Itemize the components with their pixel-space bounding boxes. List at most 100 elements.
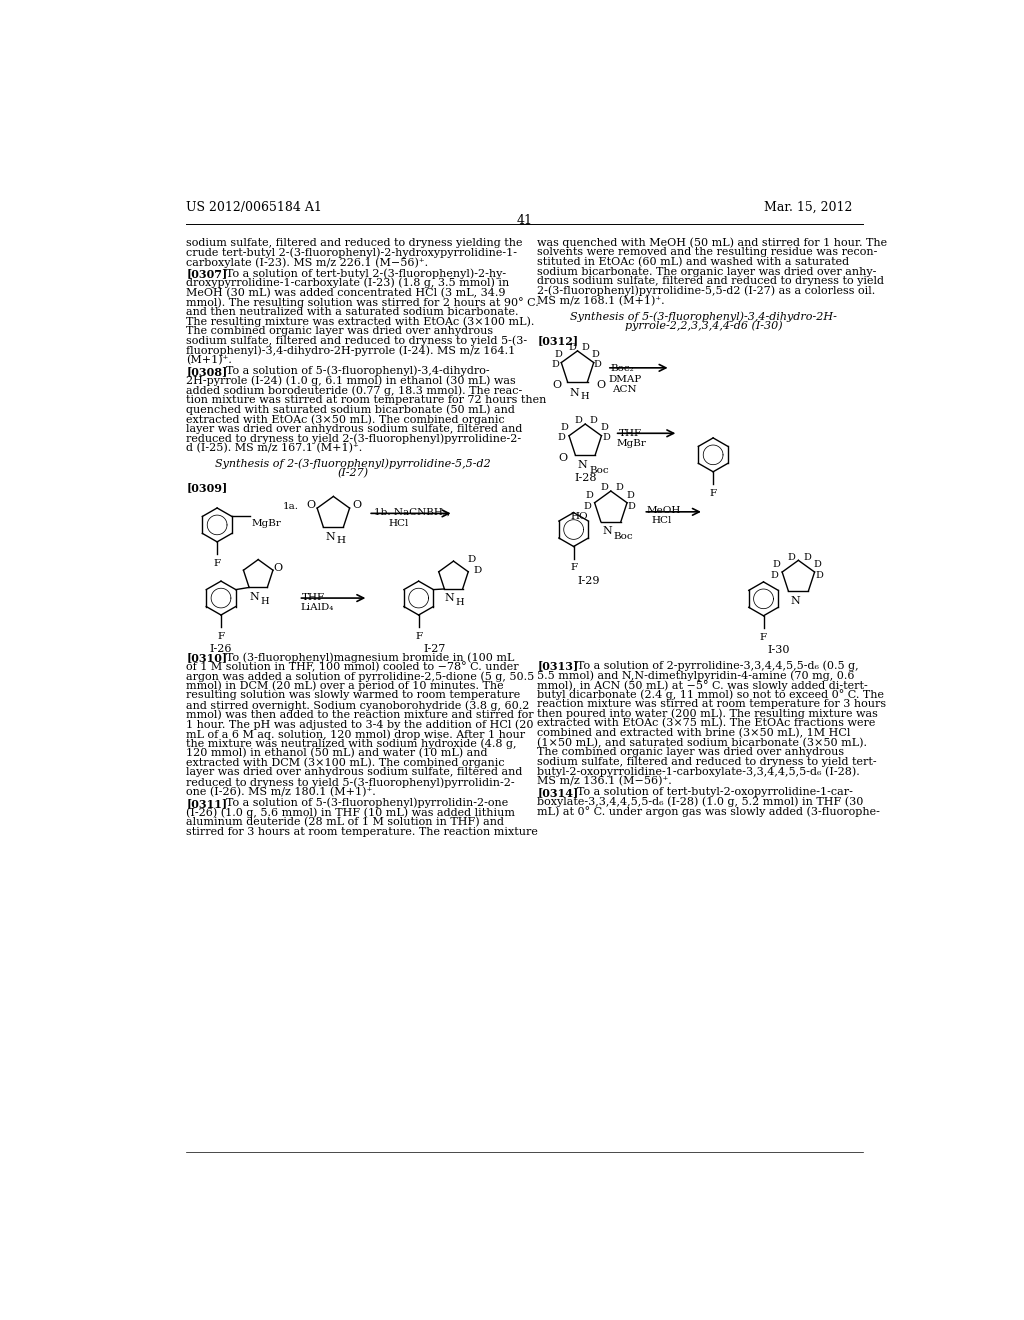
- Text: The combined organic layer was dried over anhydrous: The combined organic layer was dried ove…: [186, 326, 494, 335]
- Text: D: D: [601, 424, 608, 432]
- Text: butyl dicarbonate (2.4 g, 11 mmol) so not to exceed 0° C. The: butyl dicarbonate (2.4 g, 11 mmol) so no…: [538, 689, 884, 700]
- Text: [0311]: [0311]: [186, 797, 227, 809]
- Text: tion mixture was stirred at room temperature for 72 hours then: tion mixture was stirred at room tempera…: [186, 395, 547, 405]
- Text: N: N: [603, 527, 612, 536]
- Text: H: H: [337, 536, 345, 545]
- Text: (1×50 mL), and saturated sodium bicarbonate (3×50 mL).: (1×50 mL), and saturated sodium bicarbon…: [538, 738, 867, 748]
- Text: and then neutralized with a saturated sodium bicarbonate.: and then neutralized with a saturated so…: [186, 306, 518, 317]
- Text: F: F: [214, 558, 221, 568]
- Text: D: D: [560, 424, 568, 432]
- Text: and stirred overnight. Sodium cyanoborohydride (3.8 g, 60.2: and stirred overnight. Sodium cyanoboroh…: [186, 700, 529, 710]
- Text: (I-26) (1.0 g, 5.6 mmol) in THF (10 mL) was added lithium: (I-26) (1.0 g, 5.6 mmol) in THF (10 mL) …: [186, 808, 515, 818]
- Text: To a solution of 5-(3-fluorophenyl)pyrrolidin-2-one: To a solution of 5-(3-fluorophenyl)pyrro…: [219, 797, 508, 808]
- Text: D: D: [586, 491, 593, 500]
- Text: F: F: [217, 632, 224, 642]
- Text: crude tert-butyl 2-(3-fluorophenyl)-2-hydroxypyrrolidine-1-: crude tert-butyl 2-(3-fluorophenyl)-2-hy…: [186, 247, 517, 257]
- Text: aluminum deuteride (28 mL of 1 M solution in THF) and: aluminum deuteride (28 mL of 1 M solutio…: [186, 817, 504, 828]
- Text: D: D: [773, 561, 780, 569]
- Text: sodium bicarbonate. The organic layer was dried over anhy-: sodium bicarbonate. The organic layer wa…: [538, 267, 877, 277]
- Text: HO: HO: [570, 512, 588, 521]
- Text: carboxylate (I-23). MS m/z 226.1 (M−56)⁺.: carboxylate (I-23). MS m/z 226.1 (M−56)⁺…: [186, 257, 428, 268]
- Text: MeOH: MeOH: [646, 507, 681, 515]
- Text: D: D: [770, 572, 778, 579]
- Text: HCl: HCl: [388, 519, 409, 528]
- Text: layer was dried over anhydrous sodium sulfate, filtered and: layer was dried over anhydrous sodium su…: [186, 767, 522, 777]
- Text: resulting solution was slowly warmed to room temperature: resulting solution was slowly warmed to …: [186, 690, 520, 701]
- Text: 2-(3-fluorophenyl)pyrrolidine-5,5-d2 (I-27) as a colorless oil.: 2-(3-fluorophenyl)pyrrolidine-5,5-d2 (I-…: [538, 286, 876, 297]
- Text: droxypyrrolidine-1-carboxylate (I-23) (1.8 g, 3.5 mmol) in: droxypyrrolidine-1-carboxylate (I-23) (1…: [186, 277, 509, 288]
- Text: LiAlD₄: LiAlD₄: [300, 603, 334, 612]
- Text: N: N: [444, 594, 455, 603]
- Text: Boc: Boc: [614, 532, 634, 541]
- Text: I-27: I-27: [423, 644, 445, 655]
- Text: then poured into water (200 mL). The resulting mixture was: then poured into water (200 mL). The res…: [538, 709, 878, 719]
- Text: 2H-pyrrole (I-24) (1.0 g, 6.1 mmol) in ethanol (30 mL) was: 2H-pyrrole (I-24) (1.0 g, 6.1 mmol) in e…: [186, 376, 516, 387]
- Text: sodium sulfate, filtered and reduced to dryness to yield 5-(3-: sodium sulfate, filtered and reduced to …: [186, 335, 527, 346]
- Text: D: D: [815, 572, 823, 579]
- Text: 41: 41: [517, 214, 532, 227]
- Text: (M+1)⁺.: (M+1)⁺.: [186, 355, 232, 366]
- Text: Synthesis of 5-(3-fluorophenyl)-3,4-dihydro-2H-: Synthesis of 5-(3-fluorophenyl)-3,4-dihy…: [570, 312, 838, 322]
- Text: THF: THF: [618, 429, 642, 438]
- Text: H: H: [581, 392, 589, 401]
- Text: D: D: [592, 350, 599, 359]
- Text: [0313]: [0313]: [538, 660, 579, 672]
- Text: MS m/z 168.1 (M+1)⁺.: MS m/z 168.1 (M+1)⁺.: [538, 296, 665, 306]
- Text: To a solution of 5-(3-fluorophenyl)-3,4-dihydro-: To a solution of 5-(3-fluorophenyl)-3,4-…: [219, 366, 489, 376]
- Text: MgBr: MgBr: [616, 438, 646, 447]
- Text: reaction mixture was stirred at room temperature for 3 hours: reaction mixture was stirred at room tem…: [538, 700, 887, 709]
- Text: D: D: [557, 433, 565, 442]
- Text: I-29: I-29: [578, 576, 600, 586]
- Text: 5.5 mmol) and N,N-dimethylpyridin-4-amine (70 mg, 0.6: 5.5 mmol) and N,N-dimethylpyridin-4-amin…: [538, 671, 855, 681]
- Text: stituted in EtOAc (60 mL) and washed with a saturated: stituted in EtOAc (60 mL) and washed wit…: [538, 257, 849, 267]
- Text: Boc: Boc: [589, 466, 608, 475]
- Text: d (I-25). MS m/z 167.1 (M+1)⁺.: d (I-25). MS m/z 167.1 (M+1)⁺.: [186, 444, 362, 453]
- Text: I-28: I-28: [574, 474, 597, 483]
- Text: was quenched with MeOH (50 mL) and stirred for 1 hour. The: was quenched with MeOH (50 mL) and stirr…: [538, 238, 888, 248]
- Text: I-26: I-26: [210, 644, 232, 655]
- Text: (I-27): (I-27): [337, 469, 369, 479]
- Text: reduced to dryness to yield 2-(3-fluorophenyl)pyrrolidine-2-: reduced to dryness to yield 2-(3-fluorop…: [186, 433, 521, 444]
- Text: HCl: HCl: [651, 516, 672, 525]
- Text: combined and extracted with brine (3×50 mL), 1M HCl: combined and extracted with brine (3×50 …: [538, 727, 851, 738]
- Text: D: D: [583, 502, 591, 511]
- Text: D: D: [627, 491, 634, 500]
- Text: extracted with EtOAc (3×50 mL). The combined organic: extracted with EtOAc (3×50 mL). The comb…: [186, 414, 505, 425]
- Text: THF: THF: [302, 593, 326, 602]
- Text: D: D: [551, 360, 559, 370]
- Text: To (3-fluorophenyl)magnesium bromide in (100 mL: To (3-fluorophenyl)magnesium bromide in …: [219, 652, 514, 663]
- Text: D: D: [787, 553, 796, 561]
- Text: mmol) was then added to the reaction mixture and stirred for: mmol) was then added to the reaction mix…: [186, 710, 534, 719]
- Text: mmol), in ACN (50 mL) at −5° C. was slowly added di-tert-: mmol), in ACN (50 mL) at −5° C. was slow…: [538, 680, 868, 690]
- Text: F: F: [760, 632, 767, 642]
- Text: D: D: [574, 416, 583, 425]
- Text: O: O: [558, 453, 567, 463]
- Text: F: F: [570, 564, 578, 573]
- Text: the mixture was neutralized with sodium hydroxide (4.8 g,: the mixture was neutralized with sodium …: [186, 739, 517, 750]
- Text: D: D: [582, 343, 589, 352]
- Text: 120 mmol) in ethanol (50 mL) and water (10 mL) and: 120 mmol) in ethanol (50 mL) and water (…: [186, 748, 487, 759]
- Text: F: F: [710, 488, 717, 498]
- Text: I-30: I-30: [768, 645, 791, 655]
- Text: ACN: ACN: [611, 385, 636, 393]
- Text: D: D: [554, 350, 562, 359]
- Text: boxylate-3,3,4,4,5,5-d₆ (I-28) (1.0 g, 5.2 mmol) in THF (30: boxylate-3,3,4,4,5,5-d₆ (I-28) (1.0 g, 5…: [538, 797, 863, 808]
- Text: reduced to dryness to yield 5-(3-fluorophenyl)pyrrolidin-2-: reduced to dryness to yield 5-(3-fluorop…: [186, 777, 515, 788]
- Text: Mar. 15, 2012: Mar. 15, 2012: [764, 201, 852, 214]
- Text: 1b. NaCNBH₃,: 1b. NaCNBH₃,: [375, 508, 451, 517]
- Text: 1a.: 1a.: [283, 502, 299, 511]
- Text: MeOH (30 mL) was added concentrated HCl (3 mL, 34.9: MeOH (30 mL) was added concentrated HCl …: [186, 288, 506, 298]
- Text: H: H: [260, 597, 269, 606]
- Text: Synthesis of 2-(3-fluorophenyl)pyrrolidine-5,5-d2: Synthesis of 2-(3-fluorophenyl)pyrrolidi…: [215, 459, 490, 470]
- Text: O: O: [352, 499, 361, 510]
- Text: pyrrole-2,2,3,3,4,4-d6 (I-30): pyrrole-2,2,3,3,4,4-d6 (I-30): [625, 321, 782, 331]
- Text: The combined organic layer was dried over anhydrous: The combined organic layer was dried ove…: [538, 747, 845, 758]
- Text: extracted with DCM (3×100 mL). The combined organic: extracted with DCM (3×100 mL). The combi…: [186, 758, 505, 768]
- Text: F: F: [415, 632, 422, 642]
- Text: Boc₂: Boc₂: [611, 364, 635, 374]
- Text: O: O: [552, 380, 561, 391]
- Text: [0308]: [0308]: [186, 366, 227, 378]
- Text: D: D: [593, 360, 601, 370]
- Text: To a solution of 2-pyrrolidine-3,3,4,4,5,5-d₆ (0.5 g,: To a solution of 2-pyrrolidine-3,3,4,4,5…: [569, 660, 858, 671]
- Text: DMAP: DMAP: [608, 375, 642, 384]
